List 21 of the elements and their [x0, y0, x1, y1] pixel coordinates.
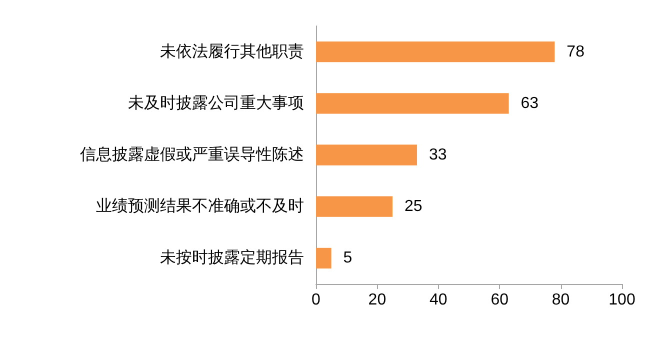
bar: [316, 93, 509, 114]
data-label: 25: [404, 198, 422, 216]
y-tick-label: 业绩预测结果不准确或不及时: [96, 197, 304, 216]
y-tick-label: 未依法履行其他职责: [160, 42, 304, 60]
x-tick-label: 0: [312, 292, 321, 308]
data-label: 5: [343, 250, 352, 267]
data-label: 78: [566, 43, 585, 60]
bar: [316, 144, 417, 166]
data-label: 63: [520, 94, 539, 112]
x-tick-label: 100: [608, 292, 636, 308]
x-tick-label: 20: [368, 292, 386, 308]
x-tick-label: 60: [490, 292, 509, 308]
x-tick-label: 40: [430, 292, 448, 308]
bar: [316, 196, 392, 217]
data-label: 33: [428, 146, 447, 164]
y-tick-label: 信息披露虚假或严重误导性陈述: [80, 146, 304, 164]
bar: [316, 41, 555, 62]
y-tick-label: 未按时披露定期报告: [160, 248, 304, 267]
bar: [316, 248, 332, 269]
x-tick-label: 80: [552, 292, 570, 308]
y-tick-label: 未及时披露公司重大事项: [128, 94, 304, 112]
